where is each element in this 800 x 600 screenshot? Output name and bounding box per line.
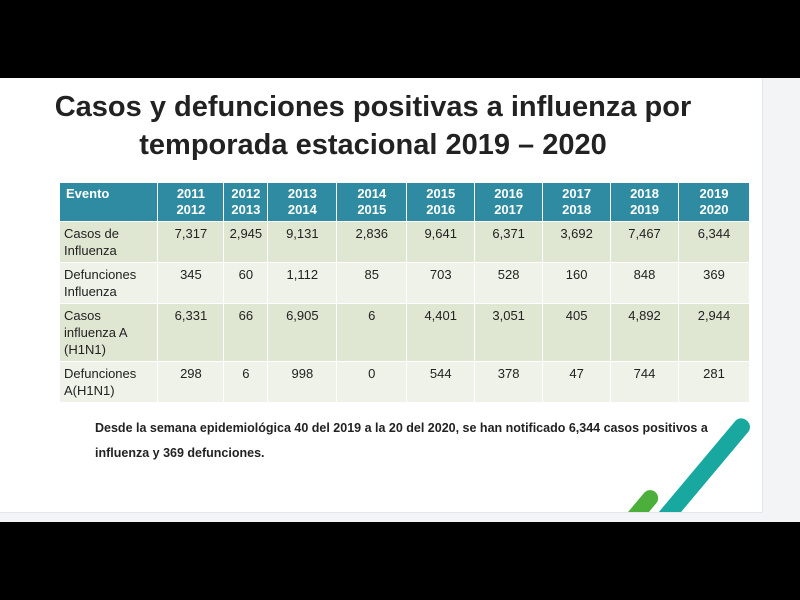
table-cell: 6,905 (267, 303, 338, 362)
table-cell: 160 (542, 262, 612, 304)
table-cell: 7,317 (157, 221, 225, 263)
row-label-line: Influenza (64, 243, 117, 258)
table-cell: 7,467 (610, 221, 679, 263)
table-cell: 6,371 (474, 221, 544, 263)
slide-title: Casos y defunciones positivas a influenz… (0, 88, 746, 164)
table-cell: 2,836 (336, 221, 408, 263)
table-cell: 744 (610, 361, 679, 402)
table-row: Defunciones Influenza 345 60 1,112 85 703 528 16… (60, 262, 750, 304)
header-line-2: 2020 (699, 202, 729, 217)
influenza-table: Evento 2011 2012 2012 2013 2013 2014 2014 2015 20… (60, 183, 750, 402)
header-line-1: Evento (66, 186, 110, 201)
decorative-green-stripe (610, 486, 662, 512)
header-line-2: 2018 (562, 202, 592, 217)
row-label-line: (H1N1) (64, 342, 106, 357)
table-cell: 4,892 (610, 303, 679, 362)
header-line-1: 2018 (630, 186, 659, 201)
header-evento: Evento (60, 183, 159, 222)
table-row: Casos de Influenza 7,317 2,945 9,131 2,836 9,6… (60, 221, 750, 263)
table-cell: 703 (406, 262, 476, 304)
header-line-1: 2015 (426, 186, 456, 201)
header-line-2: 2016 (426, 202, 456, 217)
table-cell: 9,131 (267, 221, 338, 263)
header-line-2: 2017 (494, 202, 524, 217)
table-cell: 85 (336, 262, 408, 304)
header-season: 2012 2013 (223, 183, 269, 222)
header-line-2: 2013 (231, 202, 261, 217)
slide-content: Casos y defunciones positivas a influenz… (0, 78, 763, 513)
table-cell: 4,401 (406, 303, 476, 362)
table-row: Defunciones A(H1N1) 298 6 998 0 544 378 47 744 281 (60, 361, 750, 402)
header-line-1: 2014 (357, 186, 387, 201)
title-line-2: temporada estacional 2019 – 2020 (139, 129, 607, 161)
table-cell: 2,945 (223, 221, 269, 263)
header-line-1: 2016 (494, 186, 524, 201)
header-line-2: 2014 (287, 202, 317, 217)
row-label-line: Defunciones (64, 267, 137, 282)
row-label-line: Casos de (64, 226, 119, 241)
header-line-2: 2019 (630, 202, 659, 217)
header-line-1: 2012 (231, 186, 261, 201)
header-season: 2018 2019 (610, 183, 679, 222)
row-label: Defunciones Influenza (60, 262, 159, 304)
header-season: 2017 2018 (542, 183, 612, 222)
header-line-2: 2015 (357, 202, 387, 217)
row-label-line: A(H1N1) (64, 383, 115, 398)
row-label: Defunciones A(H1N1) (60, 361, 159, 402)
note-line-1: Desde la semana epidemiológica 40 del 20… (95, 421, 708, 435)
header-season: 2016 2017 (474, 183, 544, 222)
row-label-line: influenza A (64, 325, 128, 340)
table-cell: 1,112 (267, 262, 338, 304)
header-line-1: 2013 (287, 186, 317, 201)
table-cell: 345 (157, 262, 225, 304)
table-cell: 544 (406, 361, 476, 402)
table-cell: 848 (610, 262, 679, 304)
table-cell: 281 (678, 361, 750, 402)
table-row: Casos influenza A (H1N1) 6,331 66 6,905 6 4,401… (60, 303, 750, 362)
row-label-line: Casos (64, 308, 101, 323)
header-season: 2014 2015 (336, 183, 408, 222)
table-cell: 0 (336, 361, 408, 402)
table-cell: 298 (157, 361, 225, 402)
summary-note: Desde la semana epidemiológica 40 del 20… (95, 416, 715, 466)
header-line-1: 2017 (562, 186, 592, 201)
table-cell: 2,944 (678, 303, 750, 362)
table-cell: 9,641 (406, 221, 476, 263)
table-cell: 3,692 (542, 221, 612, 263)
row-label: Casos influenza A (H1N1) (60, 303, 159, 362)
table-cell: 369 (678, 262, 750, 304)
note-line-2: influenza y 369 defunciones. (95, 446, 265, 460)
header-season: 2011 2012 (157, 183, 225, 222)
table-cell: 378 (474, 361, 544, 402)
table-cell: 6 (336, 303, 408, 362)
row-label-line: Defunciones (64, 366, 137, 381)
table-cell: 66 (223, 303, 269, 362)
table-cell: 47 (542, 361, 612, 402)
table-cell: 6,331 (157, 303, 225, 362)
header-line-1: 2011 (176, 186, 206, 201)
table-header-row: Evento 2011 2012 2012 2013 2013 2014 2014 2015 20… (60, 183, 750, 222)
header-season: 2015 2016 (406, 183, 476, 222)
title-line-1: Casos y defunciones positivas a influenz… (54, 91, 692, 123)
table-cell: 405 (542, 303, 612, 362)
table-cell: 60 (223, 262, 269, 304)
slide: Casos y defunciones positivas a influenz… (0, 78, 800, 522)
row-label-line: Influenza (64, 284, 117, 299)
table-cell: 998 (267, 361, 338, 402)
table-cell: 6,344 (678, 221, 750, 263)
row-label: Casos de Influenza (60, 221, 159, 263)
header-line-2: 2012 (176, 202, 206, 217)
header-line-1: 2019 (699, 186, 729, 201)
table-cell: 528 (474, 262, 544, 304)
table-cell: 6 (223, 361, 269, 402)
header-season: 2019 2020 (678, 183, 750, 222)
header-season: 2013 2014 (267, 183, 338, 222)
table-cell: 3,051 (474, 303, 544, 362)
